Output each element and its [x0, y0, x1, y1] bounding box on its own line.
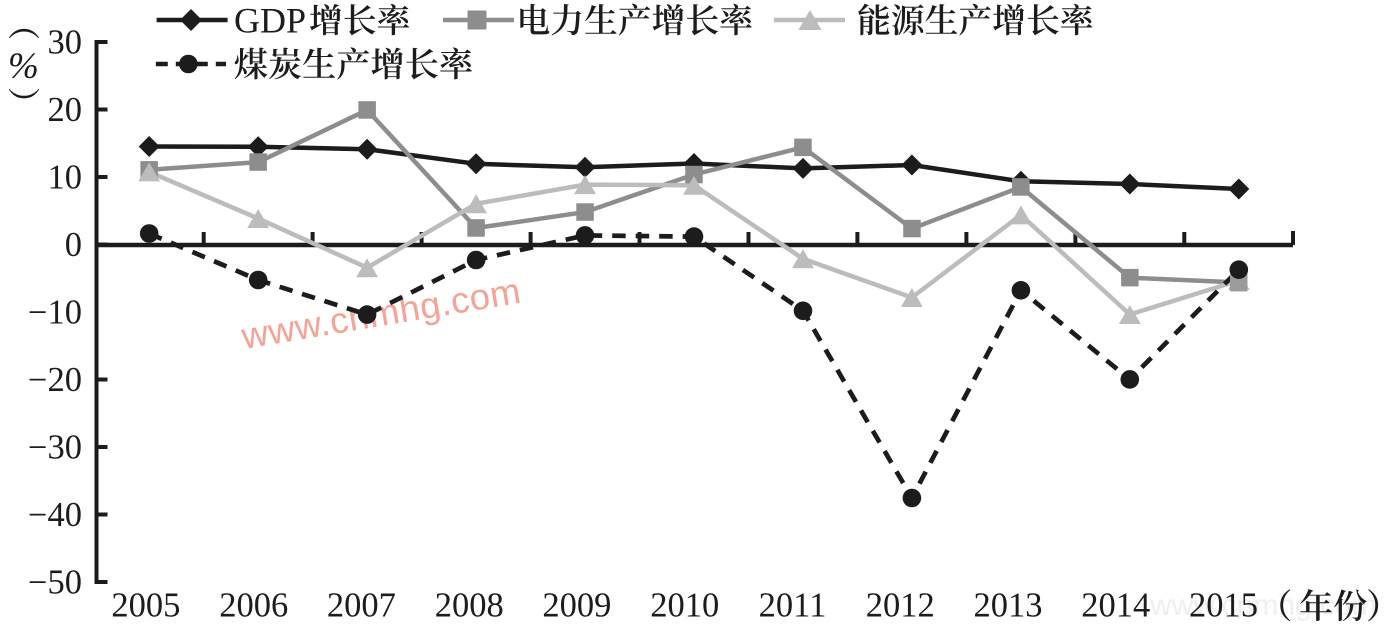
svg-text:0: 0: [65, 226, 82, 264]
svg-text:−10: −10: [28, 294, 82, 332]
svg-text:GDP: GDP: [234, 1, 306, 41]
svg-text:2012: 2012: [866, 587, 935, 624]
svg-text:−20: −20: [28, 361, 82, 399]
svg-text:2006: 2006: [219, 587, 288, 624]
svg-text:−30: −30: [28, 429, 82, 467]
svg-text:2009: 2009: [542, 587, 611, 624]
svg-text:−40: −40: [28, 496, 82, 534]
svg-text:2014: 2014: [1081, 587, 1150, 624]
svg-text:20: 20: [48, 91, 83, 129]
svg-text:10: 10: [48, 159, 83, 197]
svg-text:2007: 2007: [327, 587, 396, 624]
svg-text:2015: 2015: [1189, 587, 1258, 624]
svg-text:30: 30: [48, 24, 83, 62]
svg-text:%: %: [8, 46, 39, 87]
svg-text:−50: −50: [28, 564, 82, 602]
svg-text:2013: 2013: [974, 587, 1043, 624]
svg-text:2010: 2010: [650, 587, 719, 624]
svg-text:2011: 2011: [759, 587, 827, 624]
svg-text:2008: 2008: [435, 587, 504, 624]
svg-text:2005: 2005: [111, 587, 180, 624]
